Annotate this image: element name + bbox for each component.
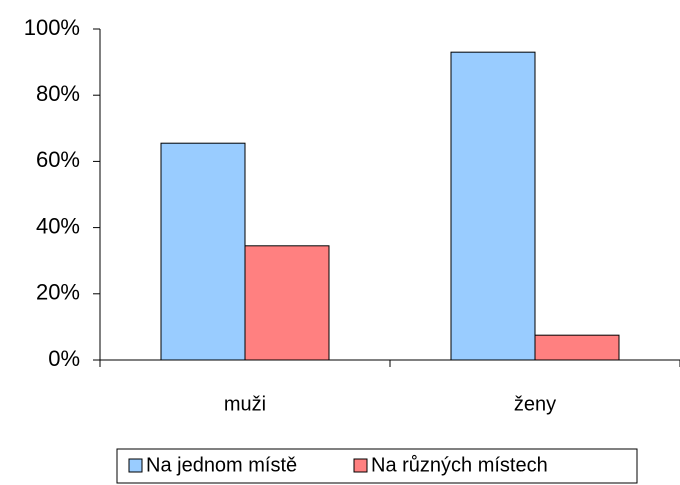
legend-swatch bbox=[353, 458, 368, 473]
bar bbox=[450, 51, 536, 361]
y-tick-label: 40% bbox=[36, 213, 80, 238]
bar bbox=[160, 142, 246, 361]
y-tick-label: 60% bbox=[36, 147, 80, 172]
bar bbox=[534, 334, 620, 361]
legend-box bbox=[116, 448, 638, 484]
y-tick-label: 80% bbox=[36, 81, 80, 106]
x-tick-label: ženy bbox=[514, 393, 556, 415]
legend-swatch bbox=[128, 458, 143, 473]
bar bbox=[244, 245, 330, 361]
y-tick-label: 0% bbox=[48, 346, 80, 371]
y-tick-label: 20% bbox=[36, 280, 80, 305]
legend-label: Na různých místech bbox=[371, 454, 548, 476]
x-tick-label: muži bbox=[224, 393, 266, 415]
legend-label: Na jednom místě bbox=[146, 454, 297, 476]
y-tick-label: 100% bbox=[24, 15, 80, 40]
